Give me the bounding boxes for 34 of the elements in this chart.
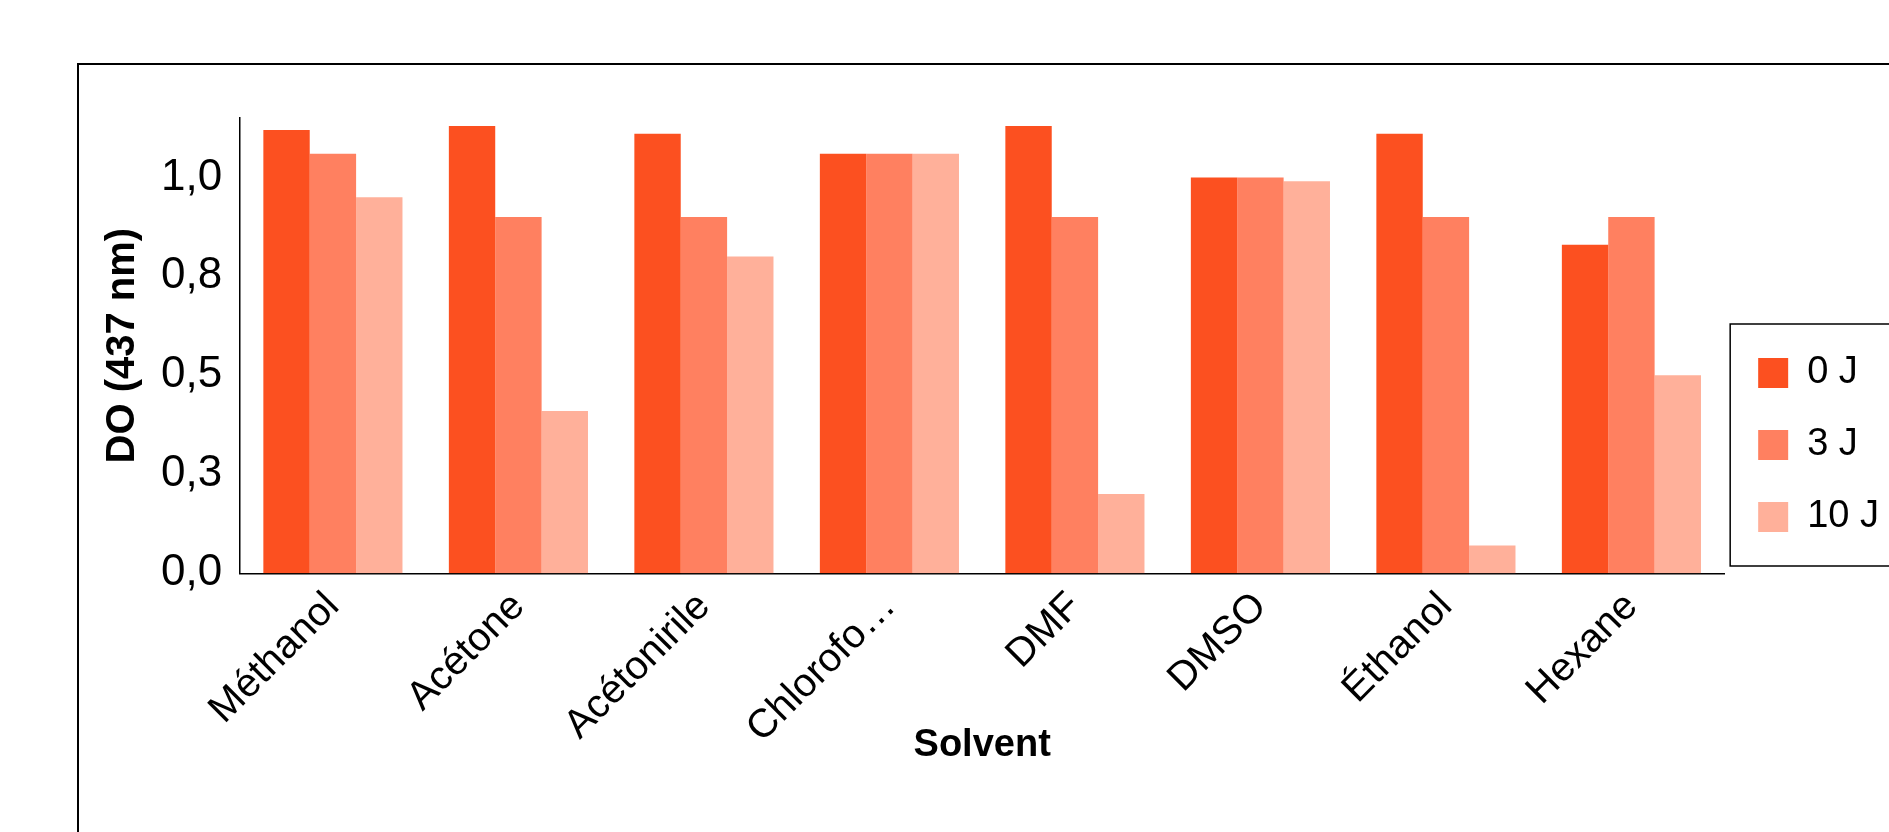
legend-label: 10 J xyxy=(1807,493,1879,536)
y-tick-label: 0,0 xyxy=(160,545,223,595)
legend-label: 3 J xyxy=(1807,421,1858,464)
bar xyxy=(1376,133,1423,574)
bar xyxy=(634,133,681,574)
x-axis-title: Solvent xyxy=(913,721,1052,764)
bar xyxy=(309,153,357,574)
bar xyxy=(912,153,959,574)
bar xyxy=(1051,216,1099,574)
bar xyxy=(356,197,403,574)
y-axis-title: DO (437 nm) xyxy=(98,227,143,464)
bar xyxy=(1561,244,1609,574)
bar xyxy=(1190,177,1238,574)
y-tick-label: 0,8 xyxy=(160,248,223,298)
bar xyxy=(1283,181,1330,574)
bar xyxy=(495,216,542,574)
bar xyxy=(263,129,310,574)
bar xyxy=(1005,125,1052,574)
bar xyxy=(1654,375,1701,574)
bar xyxy=(448,125,496,574)
bar xyxy=(680,216,728,574)
bar xyxy=(1422,216,1470,574)
y-tick-label: 1,0 xyxy=(160,149,223,199)
bar xyxy=(819,153,867,574)
bar xyxy=(1098,494,1145,574)
bar xyxy=(1469,545,1516,574)
y-tick-label: 0,5 xyxy=(160,347,223,397)
bar xyxy=(1237,177,1284,574)
bar xyxy=(727,256,774,574)
legend-label: 0 J xyxy=(1807,349,1858,392)
bar xyxy=(541,410,588,574)
bar xyxy=(1608,216,1655,574)
bar xyxy=(866,153,913,574)
y-tick-label: 0,3 xyxy=(160,446,223,496)
